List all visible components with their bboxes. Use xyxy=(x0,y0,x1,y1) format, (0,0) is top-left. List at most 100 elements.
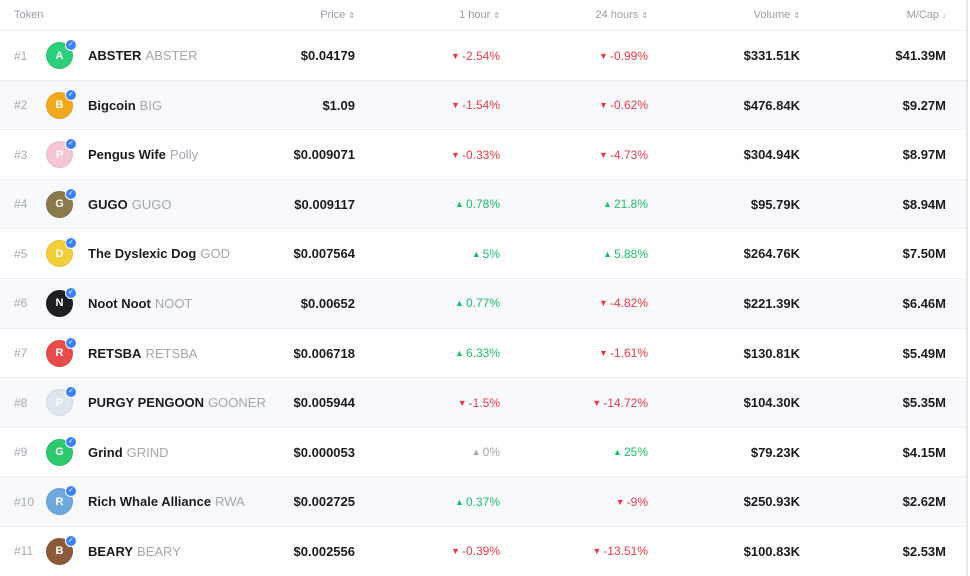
header-mcap[interactable]: M/Cap ↓ xyxy=(907,9,946,21)
sort-icon: ⇕ xyxy=(348,11,355,20)
token-symbol: RWA xyxy=(215,494,245,510)
change-1-hour: ▲ 0.37% xyxy=(455,477,500,526)
market-cap: $2.53M xyxy=(902,543,946,559)
market-cap: $5.49M xyxy=(902,345,946,361)
token-avatar-cell: B ✓ xyxy=(46,527,78,576)
change-1-hour-value: 5% xyxy=(482,246,500,261)
change-1-hour-value: -1.54% xyxy=(461,98,500,113)
change-24-hours: ▼ -14.72% xyxy=(592,378,648,427)
token-name[interactable]: ABSTER ABSTER xyxy=(88,31,197,80)
token-avatar: G ✓ xyxy=(46,187,77,218)
token-symbol: BEARY xyxy=(137,543,181,559)
token-name[interactable]: Rich Whale Alliance RWA xyxy=(88,477,245,526)
token-avatar-cell: R ✓ xyxy=(46,329,78,378)
table-row[interactable]: #3 P ✓ Pengus Wife Polly $0.009071 ▼ -0.33% ▼ -4.… xyxy=(0,129,966,179)
token-symbol: ABSTER xyxy=(145,48,198,63)
token-name[interactable]: The Dyslexic Dog GOD xyxy=(88,229,230,278)
market-cap: $9.27M xyxy=(902,97,946,113)
token-name[interactable]: RETSBA RETSBA xyxy=(88,329,197,378)
token-name[interactable]: PURGY PENGOON GOONER xyxy=(88,378,266,427)
up-triangle-icon: ▲ xyxy=(455,298,464,309)
table-row[interactable]: #11 B ✓ BEARY BEARY $0.002556 ▼ -0.39% ▼ -13.51% $… xyxy=(0,525,966,576)
token-symbol: NOOT xyxy=(154,295,193,311)
token-avatar-cell: G ✓ xyxy=(46,428,78,477)
change-1-hour: ▲ 5% xyxy=(472,229,500,278)
change-24-hours: ▼ -13.51% xyxy=(592,527,648,576)
token-avatar: P ✓ xyxy=(46,386,77,417)
token-name[interactable]: Pengus Wife Polly xyxy=(88,130,198,179)
change-24-hours: ▼ -9% xyxy=(616,477,648,526)
token-name[interactable]: GUGO GUGO xyxy=(88,180,171,229)
token-avatar-cell: P ✓ xyxy=(46,130,78,179)
table-row[interactable]: #7 R ✓ RETSBA RETSBA $0.006718 ▲ 6.33% ▼ -1.61% $1… xyxy=(0,327,966,378)
price: $0.009117 xyxy=(294,196,355,212)
change-24-hours: ▼ -4.82% xyxy=(599,279,648,328)
token-avatar-cell: A ✓ xyxy=(46,31,78,80)
up-triangle-icon: ▲ xyxy=(455,199,464,210)
header-price[interactable]: Price ⇕ xyxy=(320,9,355,21)
price: $1.09 xyxy=(322,97,355,113)
table-row[interactable]: #10 R ✓ Rich Whale Alliance RWA $0.002725 ▲ 0.3… xyxy=(0,476,966,526)
header-volume[interactable]: Volume ⇕ xyxy=(754,9,800,21)
change-1-hour: ▼ -2.54% xyxy=(451,31,500,80)
table-row[interactable]: #2 B ✓ Bigcoin BIG $1.09 ▼ -1.54% ▼ -0.62% $476.84… xyxy=(0,79,966,130)
verified-check-icon: ✓ xyxy=(65,485,77,498)
down-triangle-icon: ▼ xyxy=(451,50,460,61)
up-triangle-icon: ▲ xyxy=(471,447,481,458)
price: $0.005944 xyxy=(293,395,355,411)
rank: #5 xyxy=(14,246,28,261)
volume: $100.83K xyxy=(743,543,800,559)
down-triangle-icon: ▼ xyxy=(592,397,602,408)
verified-check-icon: ✓ xyxy=(65,534,77,547)
token-name[interactable]: Noot Noot NOOT xyxy=(88,279,192,328)
down-triangle-icon: ▼ xyxy=(599,50,608,61)
table-row[interactable]: #5 D ✓ The Dyslexic Dog GOD $0.007564 ▲ 5% ▲ 5.88… xyxy=(0,228,966,278)
header-24-hours[interactable]: 24 hours ⇕ xyxy=(595,9,648,21)
change-1-hour-value: -0.39% xyxy=(461,544,500,559)
sort-icon: ⇕ xyxy=(641,11,648,20)
verified-check-icon: ✓ xyxy=(65,386,77,399)
token-name[interactable]: BEARY BEARY xyxy=(88,527,181,576)
token-avatar: A ✓ xyxy=(46,39,77,69)
market-cap: $6.46M xyxy=(902,295,946,311)
verified-check-icon: ✓ xyxy=(65,237,77,250)
rank: #8 xyxy=(14,395,28,410)
table-row[interactable]: #9 G ✓ Grind GRIND $0.000053 ▲ 0% ▲ 25% $79.23K $4.… xyxy=(0,426,966,477)
market-cap: $41.39M xyxy=(895,48,946,63)
header-1-hour[interactable]: 1 hour ⇕ xyxy=(459,9,500,21)
market-cap: $4.15M xyxy=(902,444,946,460)
token-avatar-glyph: A xyxy=(55,49,64,62)
volume: $221.39K xyxy=(743,295,800,311)
token-name[interactable]: Grind GRIND xyxy=(88,428,169,477)
header-price-label: Price xyxy=(320,9,346,21)
change-1-hour-value: 0% xyxy=(482,445,500,460)
token-avatar: R ✓ xyxy=(46,485,77,516)
change-24-hours-value: -0.62% xyxy=(609,98,648,113)
token-avatar-cell: D ✓ xyxy=(46,229,78,278)
header-mcap-label: M/Cap xyxy=(906,9,939,21)
token-avatar: P ✓ xyxy=(46,138,77,169)
token-avatar: B ✓ xyxy=(46,88,77,119)
market-cap: $2.62M xyxy=(902,494,946,510)
change-1-hour-value: -1.5% xyxy=(468,395,500,410)
change-24-hours-value: 21.8% xyxy=(613,197,648,212)
rank: #9 xyxy=(14,445,28,460)
table-row[interactable]: #8 P ✓ PURGY PENGOON GOONER $0.005944 ▼ -1.5% ▼ -… xyxy=(0,377,966,427)
table-row[interactable]: #6 N ✓ Noot Noot NOOT $0.00652 ▲ 0.77% ▼ -4.82% $2… xyxy=(0,277,966,328)
rank: #6 xyxy=(14,296,28,311)
token-avatar: R ✓ xyxy=(46,336,77,367)
header-token: Token xyxy=(14,9,44,21)
change-1-hour-value: 6.33% xyxy=(465,346,500,361)
token-name[interactable]: Bigcoin BIG xyxy=(88,81,162,130)
token-avatar-glyph: N xyxy=(55,297,64,310)
token-name-label: GUGO xyxy=(88,196,128,212)
table-body: #1 A ✓ ABSTER ABSTER $0.04179 ▼ -2.54% ▼ -0.99% $3… xyxy=(0,30,966,576)
price: $0.04179 xyxy=(300,48,355,63)
token-avatar-glyph: B xyxy=(55,545,64,558)
table-row[interactable]: #1 A ✓ ABSTER ABSTER $0.04179 ▼ -2.54% ▼ -0.99% $3… xyxy=(0,30,966,80)
rank: #10 xyxy=(14,494,35,509)
token-symbol: GRIND xyxy=(126,444,169,460)
change-24-hours: ▼ -4.73% xyxy=(599,130,648,179)
rank: #3 xyxy=(14,147,28,162)
table-row[interactable]: #4 G ✓ GUGO GUGO $0.009117 ▲ 0.78% ▲ 21.8% $95.79K… xyxy=(0,178,966,229)
